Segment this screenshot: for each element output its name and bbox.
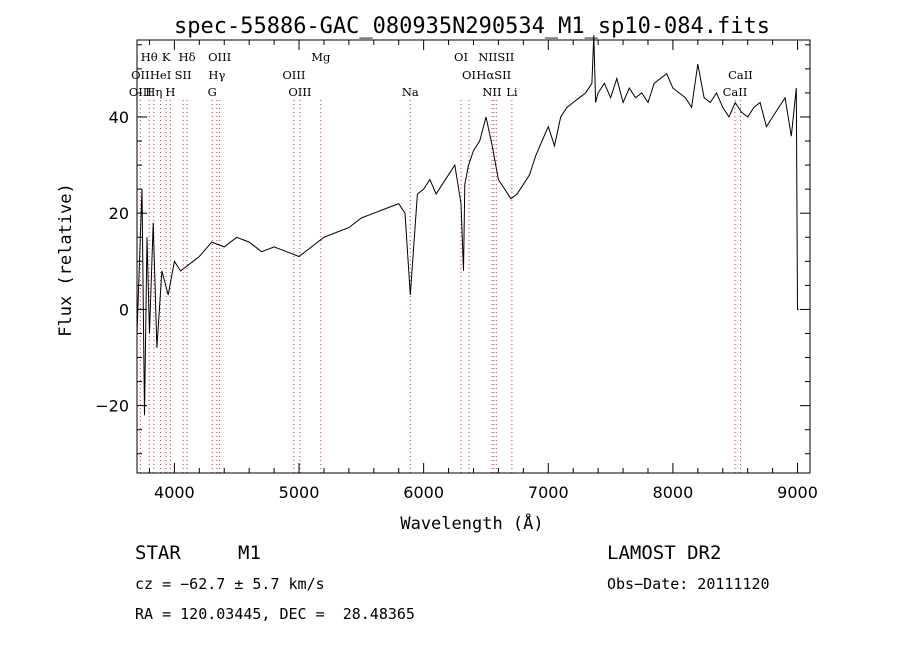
survey-name: LAMOST DR2 — [607, 542, 722, 564]
x-axis-label: Wavelength (Å) — [400, 512, 543, 534]
spectral-line-markers — [139, 100, 741, 473]
y-axis-label: Flux (relative) — [56, 183, 76, 337]
y-tick-label: 40 — [109, 108, 129, 127]
spectral-line-label: NII — [482, 85, 501, 99]
spectral-line-label: HeI — [150, 68, 171, 82]
spectral-line-label: NIISII — [478, 50, 514, 64]
spectral-line-label: OIII — [129, 85, 152, 99]
y-tick-label: −20 — [95, 397, 129, 416]
spectral-line-label: CaII — [728, 68, 753, 82]
spectral-line-label: Na — [402, 85, 419, 99]
spectral-line-label: OII — [131, 68, 150, 82]
spectral-line-label: Hθ — [141, 50, 158, 64]
spectral-line-label: SII — [175, 68, 192, 82]
spectral-line-label: OIII — [288, 85, 311, 99]
spectrum-line — [136, 35, 799, 416]
observation-date: Obs−Date: 20111120 — [607, 575, 770, 593]
spectral-line-label: Mg — [311, 50, 331, 64]
spectral-line-label: CaII — [723, 85, 748, 99]
spectral-line-label: K — [162, 50, 171, 64]
spectral-line-label: Hδ — [179, 50, 196, 64]
x-tick-label: 9000 — [777, 483, 818, 502]
y-tick-label: 20 — [109, 204, 129, 223]
x-tick-label: 5000 — [279, 483, 320, 502]
x-axis-ticks: 4000 5000 6000 7000 8000 9000 — [148, 40, 818, 502]
spectral-line-label: G — [208, 85, 217, 99]
spectral-line-label: Hγ — [208, 68, 225, 82]
object-class: STAR — [135, 542, 181, 564]
spectral-line-label: OI — [454, 50, 468, 64]
plot-frame — [136, 39, 811, 474]
chart-title: spec-55886-GAC_080935N290534_M1_sp10-084… — [174, 14, 770, 39]
y-tick-label: 0 — [119, 300, 129, 319]
coordinates: RA = 120.03445, DEC = 28.48365 — [135, 605, 415, 623]
spectral-line-label: OIII — [208, 50, 231, 64]
spectral-line-label: H — [165, 85, 175, 99]
x-tick-label: 6000 — [403, 483, 444, 502]
x-tick-label: 8000 — [653, 483, 694, 502]
spectral-line-label: Hη — [145, 85, 162, 99]
y-axis-ticks: −20 0 20 40 — [95, 44, 810, 455]
x-tick-label: 7000 — [528, 483, 569, 502]
x-tick-label: 4000 — [154, 483, 195, 502]
spectral-line-label: OIII — [282, 68, 305, 82]
spectral-line-label: OI — [462, 68, 476, 82]
redshift-cz: cz = −62.7 ± 5.7 km/s — [135, 575, 325, 593]
spectral-line-label: HαSII — [476, 68, 511, 82]
object-subclass: M1 — [238, 542, 261, 564]
spectral-line-label: Li — [506, 85, 518, 99]
